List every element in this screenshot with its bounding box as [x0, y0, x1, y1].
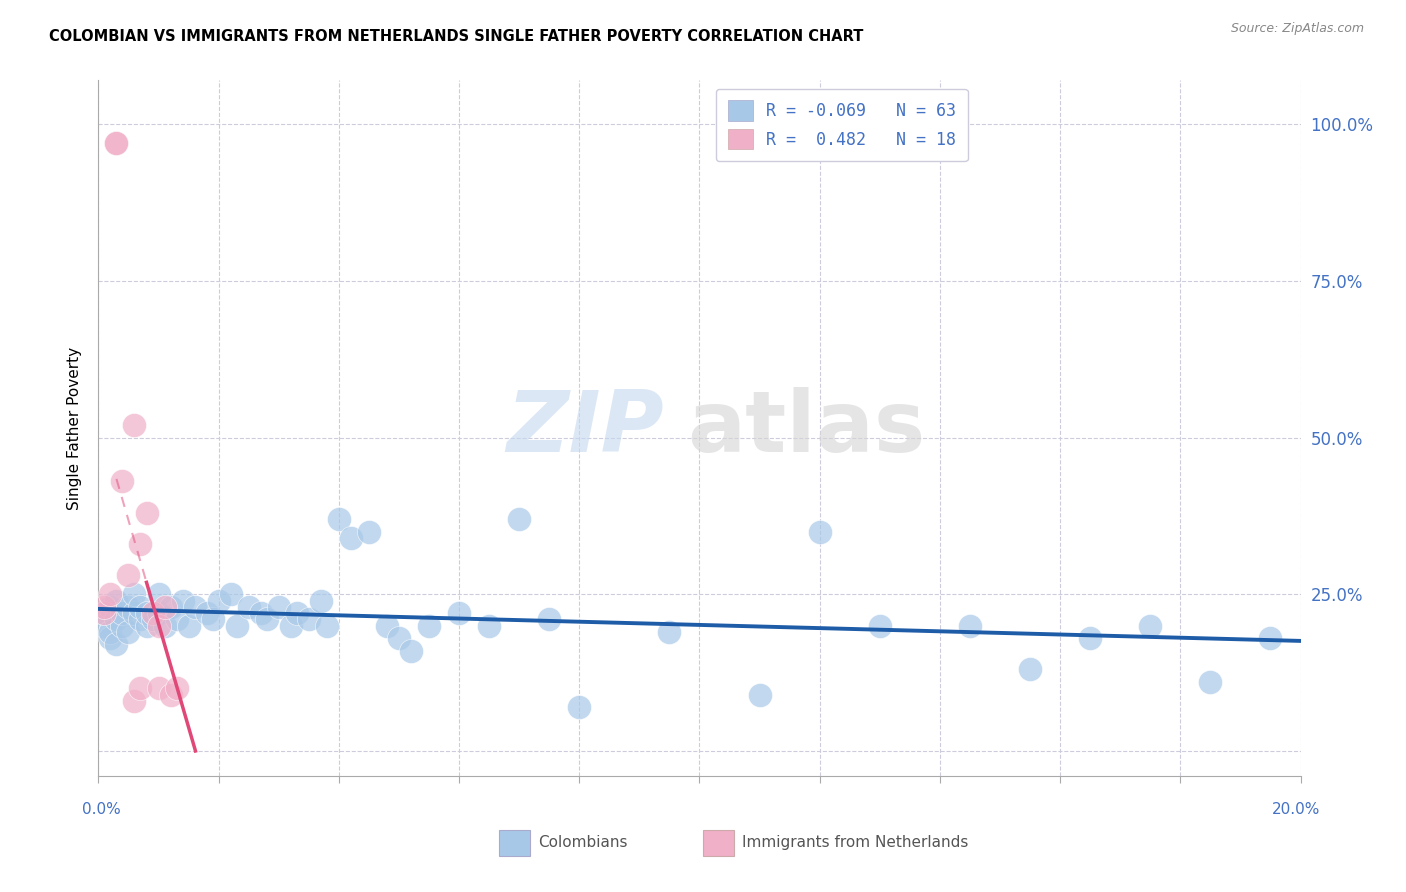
Point [748, 688, 770, 702]
Point [100, 599, 122, 614]
Point [141, 612, 163, 626]
Point [153, 618, 176, 632]
Point [93, 618, 115, 632]
Point [538, 612, 561, 626]
Point [105, 593, 128, 607]
Point [357, 524, 380, 539]
Point [93, 599, 115, 614]
Point [124, 694, 146, 708]
Text: Immigrants from Netherlands: Immigrants from Netherlands [742, 836, 969, 850]
Point [105, 637, 128, 651]
Point [238, 599, 260, 614]
Text: 0.0%: 0.0% [82, 803, 121, 817]
Point [141, 606, 163, 620]
Point [1078, 631, 1101, 645]
Point [166, 681, 188, 696]
Point [508, 512, 530, 526]
Point [100, 631, 122, 645]
Point [388, 631, 411, 645]
Point [315, 618, 337, 632]
Point [117, 568, 139, 582]
Point [135, 506, 157, 520]
Point [340, 531, 363, 545]
Point [808, 524, 831, 539]
Point [309, 593, 332, 607]
Point [153, 599, 176, 614]
Point [135, 606, 157, 620]
Point [1199, 675, 1222, 690]
Point [166, 612, 188, 626]
Point [399, 643, 422, 657]
Point [172, 593, 194, 607]
Point [159, 688, 181, 702]
Text: Source: ZipAtlas.com: Source: ZipAtlas.com [1230, 22, 1364, 36]
Point [959, 618, 981, 632]
Point [285, 606, 308, 620]
Point [1260, 631, 1282, 645]
Point [298, 612, 321, 626]
Point [225, 618, 247, 632]
Point [111, 475, 134, 489]
Point [249, 606, 271, 620]
Point [100, 587, 122, 601]
Point [148, 618, 170, 632]
Point [328, 512, 350, 526]
Text: Colombians: Colombians [538, 836, 628, 850]
Point [159, 599, 181, 614]
Point [201, 612, 224, 626]
Point [124, 606, 146, 620]
Point [219, 587, 242, 601]
Point [129, 681, 152, 696]
Text: 20.0%: 20.0% [1272, 803, 1320, 817]
Y-axis label: Single Father Poverty: Single Father Poverty [67, 347, 83, 509]
Point [129, 612, 152, 626]
Point [418, 618, 440, 632]
Point [105, 136, 128, 150]
Text: COLOMBIAN VS IMMIGRANTS FROM NETHERLANDS SINGLE FATHER POVERTY CORRELATION CHART: COLOMBIAN VS IMMIGRANTS FROM NETHERLANDS… [49, 29, 863, 44]
Point [267, 599, 290, 614]
Point [658, 624, 681, 639]
Point [478, 618, 501, 632]
Point [177, 618, 200, 632]
FancyBboxPatch shape [703, 830, 734, 856]
Point [124, 417, 146, 432]
Point [111, 618, 134, 632]
Point [568, 700, 591, 714]
Point [869, 618, 891, 632]
Point [256, 612, 278, 626]
FancyBboxPatch shape [499, 830, 530, 856]
Point [93, 606, 115, 620]
Point [1139, 618, 1161, 632]
Point [280, 618, 302, 632]
Point [124, 587, 146, 601]
Point [375, 618, 398, 632]
Point [148, 587, 170, 601]
Point [148, 606, 170, 620]
Point [105, 612, 128, 626]
Point [183, 599, 205, 614]
Point [93, 606, 115, 620]
Point [117, 624, 139, 639]
Point [129, 599, 152, 614]
Point [117, 599, 139, 614]
Point [129, 537, 152, 551]
Point [208, 593, 231, 607]
Point [195, 606, 218, 620]
Point [135, 618, 157, 632]
Point [105, 136, 128, 150]
Point [1019, 663, 1042, 677]
Text: atlas: atlas [688, 386, 925, 470]
Legend: R = -0.069   N = 63, R =  0.482   N = 18: R = -0.069 N = 63, R = 0.482 N = 18 [716, 88, 967, 161]
Point [447, 606, 470, 620]
Text: ZIP: ZIP [506, 386, 664, 470]
Point [148, 681, 170, 696]
Point [111, 606, 134, 620]
Point [100, 624, 122, 639]
